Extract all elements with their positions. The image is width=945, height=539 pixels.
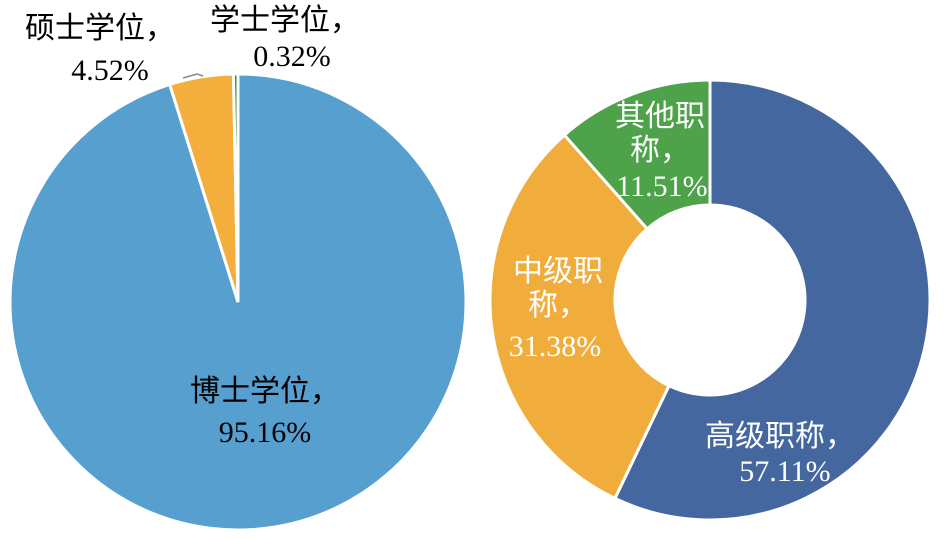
value-label: 57.11% xyxy=(739,455,831,488)
donut-slice xyxy=(612,78,932,522)
donut-slice xyxy=(488,132,671,501)
value-label: 31.38% xyxy=(508,330,602,363)
value-label: 11.51% xyxy=(616,170,708,203)
pie-slice xyxy=(231,72,240,303)
donut-slice xyxy=(562,78,712,231)
leader-line xyxy=(182,73,204,79)
slice-label: 博士学位， xyxy=(190,375,340,408)
value-label: 4.52% xyxy=(71,54,149,87)
slice-label: 高级职称， xyxy=(705,420,855,453)
slice-label: 中级职称， xyxy=(513,255,603,322)
slice-label: 硕士学位， xyxy=(25,12,175,45)
value-label: 0.32% xyxy=(253,40,331,73)
value-label: 95.16% xyxy=(218,416,312,449)
slice-label: 其他职称， xyxy=(615,100,705,167)
slice-label: 学士学位， xyxy=(210,4,360,37)
